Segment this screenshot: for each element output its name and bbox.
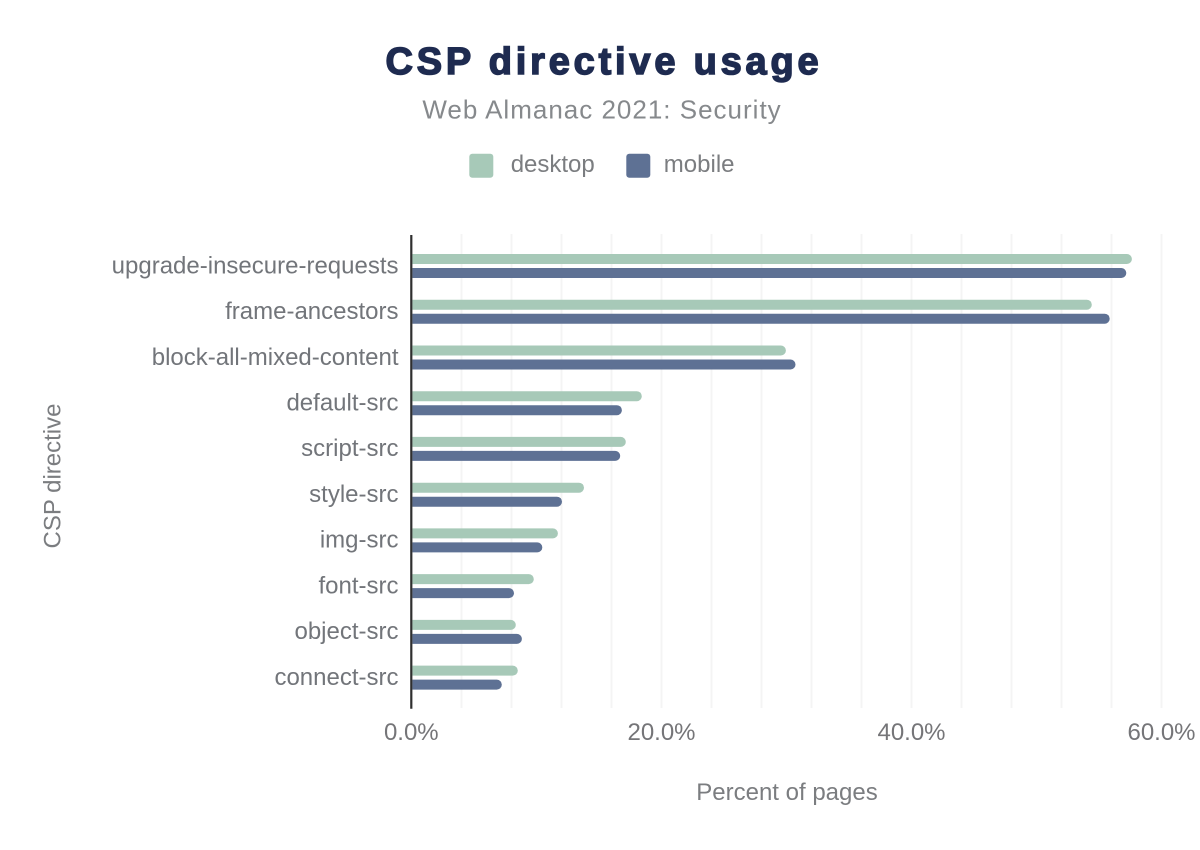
svg-text:frame-ancestors: frame-ancestors — [225, 298, 398, 325]
svg-text:block-all-mixed-content: block-all-mixed-content — [152, 344, 399, 371]
svg-text:img-src: img-src — [320, 527, 399, 554]
svg-text:connect-src: connect-src — [274, 664, 398, 691]
svg-text:font-src: font-src — [318, 572, 398, 599]
svg-text:object-src: object-src — [294, 618, 398, 645]
svg-text:script-src: script-src — [301, 435, 398, 462]
svg-text:Web Almanac 2021: Security: Web Almanac 2021: Security — [422, 95, 781, 125]
svg-text:style-src: style-src — [309, 481, 398, 508]
svg-text:desktop: desktop — [511, 151, 595, 178]
svg-text:CSP directive: CSP directive — [40, 404, 67, 549]
svg-text:20.0%: 20.0% — [627, 719, 695, 746]
svg-text:0.0%: 0.0% — [384, 719, 439, 746]
svg-text:CSP directive usage: CSP directive usage — [386, 41, 823, 83]
svg-text:mobile: mobile — [664, 151, 735, 178]
svg-text:default-src: default-src — [286, 390, 398, 417]
svg-text:40.0%: 40.0% — [877, 719, 945, 746]
svg-text:Percent of pages: Percent of pages — [696, 779, 877, 806]
svg-text:upgrade-insecure-requests: upgrade-insecure-requests — [112, 252, 399, 279]
svg-text:60.0%: 60.0% — [1127, 719, 1195, 746]
